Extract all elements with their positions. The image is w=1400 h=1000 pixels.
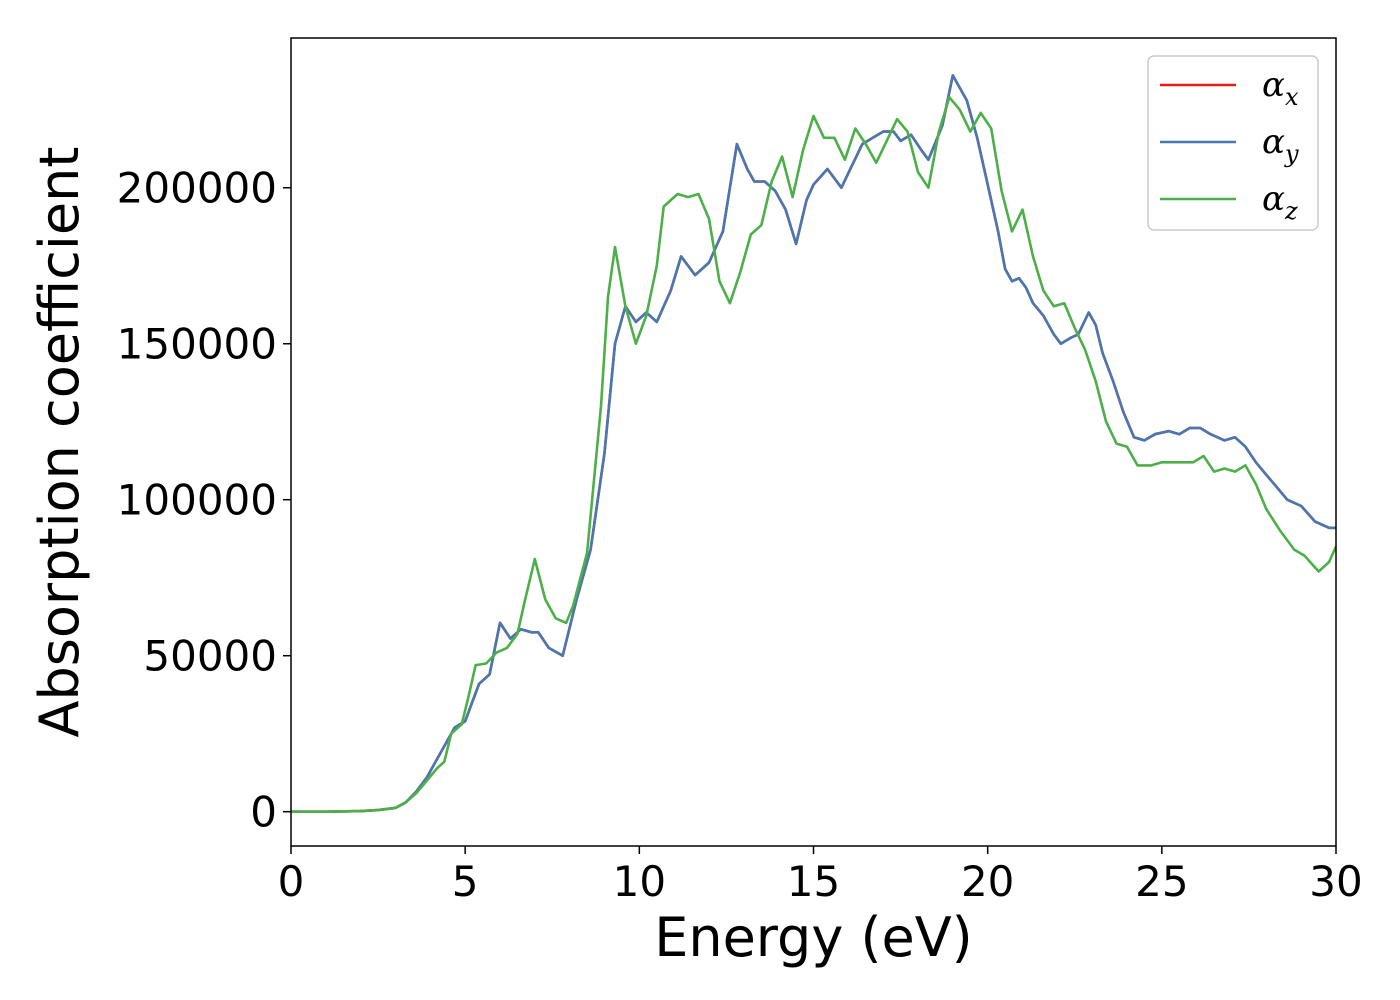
y-axis: 0 50000 100000 150000 200000 [117,164,291,837]
x-tick-label: 5 [452,857,479,906]
x-axis: 0 5 10 15 20 25 30 [278,846,1363,906]
y-tick-label: 0 [250,788,277,837]
series-line-y [291,74,1336,813]
y-tick-label: 150000 [117,320,277,369]
legend-label: αy [1262,122,1299,168]
legend-item-x: αx [1160,65,1299,111]
series-line-z [291,96,1336,813]
y-tick-label: 50000 [143,632,277,681]
x-tick-label: 25 [1135,857,1188,906]
x-axis-label: Energy (eV) [654,906,973,969]
x-tick-label: 20 [961,857,1014,906]
x-tick-label: 0 [278,857,305,906]
y-tick-label: 200000 [117,164,277,213]
x-tick-label: 30 [1309,857,1362,906]
x-tick-label: 15 [787,857,840,906]
legend-label: αx [1262,65,1299,111]
y-axis-label: Absorption coefficient [28,147,91,738]
legend-item-y: αy [1160,122,1299,168]
x-tick-label: 10 [613,857,666,906]
y-tick-label: 100000 [117,476,277,525]
series-layer [291,74,1336,813]
